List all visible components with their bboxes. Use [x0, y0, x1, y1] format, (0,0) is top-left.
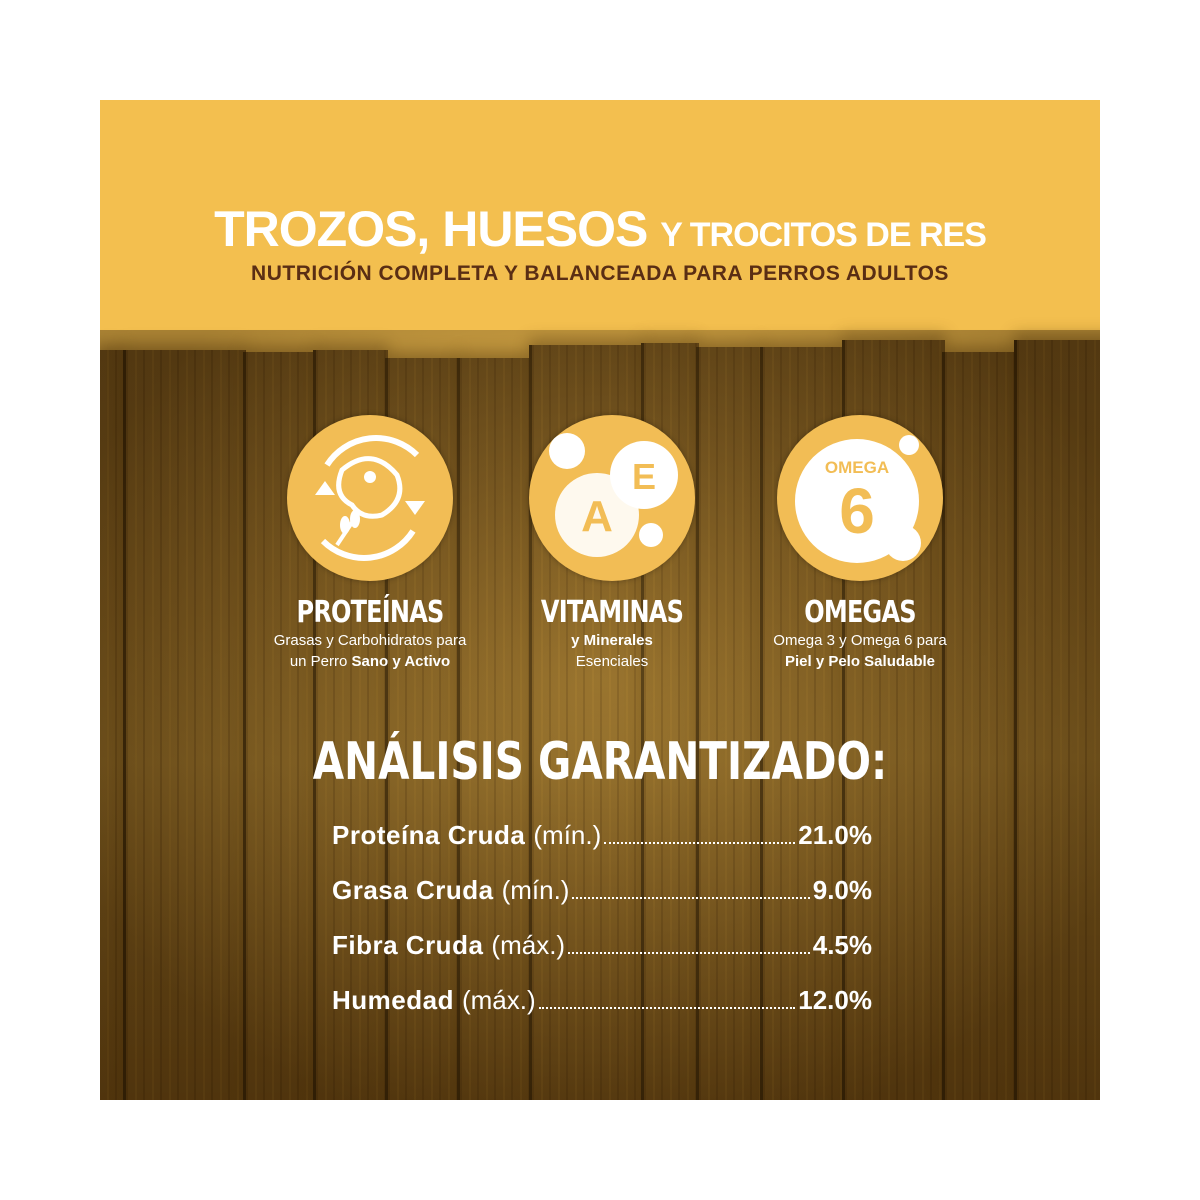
- analysis-row: Proteína Cruda (mín.) 21.0%: [332, 820, 872, 850]
- fence-plank: [1014, 340, 1100, 1100]
- svg-text:A: A: [581, 492, 613, 541]
- product-subtitle: NUTRICIÓN COMPLETA Y BALANCEADA PARA PER…: [251, 262, 949, 285]
- product-title: TROZOS, HUESOS Y TROCITOS DE RES: [214, 201, 987, 257]
- analysis-table: Proteína Cruda (mín.) 21.0% Grasa Cruda (mí…: [332, 820, 872, 1040]
- analysis-row: Fibra Cruda (máx.) 4.5%: [332, 930, 872, 960]
- feature-vitaminas: A E VITAMINAS y Minerales Esenciales: [462, 415, 762, 672]
- product-info-panel: TROZOS, HUESOS Y TROCITOS DE RES NUTRICI…: [100, 100, 1100, 1100]
- fence-plank: [696, 347, 763, 1100]
- fence-plank: [100, 350, 126, 1100]
- fence-plank: [942, 352, 1017, 1100]
- svg-text:E: E: [632, 456, 656, 497]
- fence-plank: [457, 358, 532, 1100]
- omega-6-icon: OMEGA 6: [777, 415, 943, 581]
- svg-text:6: 6: [839, 475, 875, 547]
- svg-text:OMEGA: OMEGA: [825, 458, 889, 477]
- analysis-title: ANÁLISIS GARANTIZADO:: [312, 732, 888, 792]
- fence-plank: [123, 350, 246, 1100]
- feature-proteinas: PROTEÍNAS Grasas y Carbohidratos para un …: [220, 415, 520, 672]
- vitamin-ae-icon: A E: [529, 415, 695, 581]
- analysis-row: Grasa Cruda (mín.) 9.0%: [332, 875, 872, 905]
- feature-omegas: OMEGA 6 OMEGAS Omega 3 y Omega 6 para Pie…: [710, 415, 1010, 672]
- meat-grain-cycle-icon: [287, 415, 453, 581]
- analysis-row: Humedad (máx.) 12.0%: [332, 985, 872, 1015]
